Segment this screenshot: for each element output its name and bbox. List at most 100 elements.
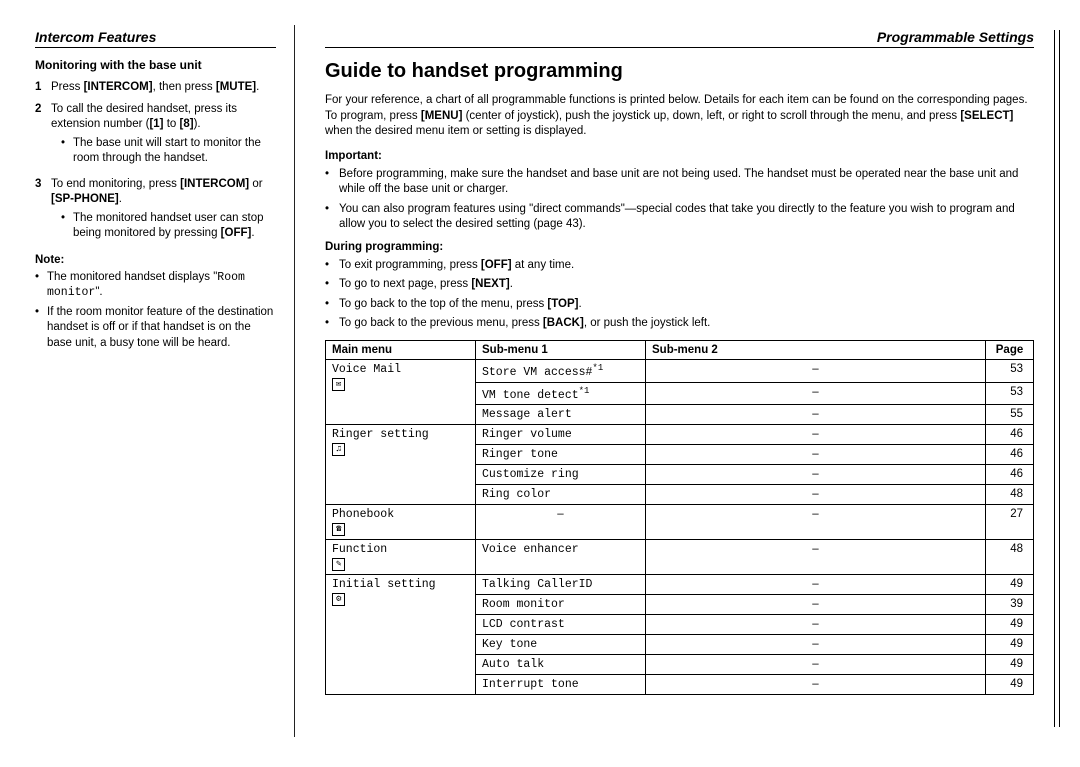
- steps-list: 1 Press [INTERCOM], then press [MUTE]. 2To…: [35, 80, 276, 246]
- cell-page: 49: [986, 675, 1034, 695]
- cell-page: 27: [986, 505, 1034, 540]
- cell-sub1: Room monitor: [476, 595, 646, 615]
- table-body: Voice Mail✉Store VM access#*1–53VM tone …: [326, 359, 1034, 695]
- cell-page: 49: [986, 575, 1034, 595]
- cell-page: 46: [986, 465, 1034, 485]
- cell-main: Ringer setting♫: [326, 425, 476, 505]
- menu-icon: ♫: [332, 443, 345, 456]
- important-item: •Before programming, make sure the hands…: [325, 167, 1034, 198]
- cell-page: 55: [986, 405, 1034, 425]
- cell-page: 49: [986, 655, 1034, 675]
- th-main: Main menu: [326, 340, 476, 359]
- intro-text: For your reference, a chart of all progr…: [325, 93, 1034, 140]
- binding-edge: [1054, 30, 1060, 727]
- table-row: Function✎Voice enhancer–48: [326, 540, 1034, 575]
- cell-sub1: Auto talk: [476, 655, 646, 675]
- cell-page: 49: [986, 615, 1034, 635]
- programming-table: Main menu Sub-menu 1 Sub-menu 2 Page Voi…: [325, 340, 1034, 696]
- important-list: •Before programming, make sure the hands…: [325, 167, 1034, 233]
- cell-sub1: Ringer tone: [476, 445, 646, 465]
- cell-page: 53: [986, 382, 1034, 405]
- menu-icon: ✎: [332, 558, 345, 571]
- cell-sub2: –: [646, 635, 986, 655]
- note-label: Note:: [35, 254, 276, 266]
- cell-page: 49: [986, 635, 1034, 655]
- cell-sub2: –: [646, 540, 986, 575]
- right-column: Programmable Settings Guide to handset p…: [295, 25, 1040, 737]
- cell-sub2: –: [646, 615, 986, 635]
- step: 3To end monitoring, press [INTERCOM] or …: [35, 177, 276, 246]
- cell-sub2: –: [646, 445, 986, 465]
- step-sub: •The monitored handset user can stop bei…: [61, 211, 276, 242]
- step-body: To call the desired handset, press its e…: [51, 102, 276, 171]
- cell-sub2: –: [646, 359, 986, 382]
- during-label: During programming:: [325, 241, 1034, 253]
- cell-sub2: –: [646, 382, 986, 405]
- cell-sub1: LCD contrast: [476, 615, 646, 635]
- table-header-row: Main menu Sub-menu 1 Sub-menu 2 Page: [326, 340, 1034, 359]
- left-column: Intercom Features Monitoring with the ba…: [35, 25, 295, 737]
- monitoring-heading: Monitoring with the base unit: [35, 58, 276, 72]
- th-page: Page: [986, 340, 1034, 359]
- menu-icon: ⚙: [332, 593, 345, 606]
- cell-sub1: Key tone: [476, 635, 646, 655]
- left-section-header: Intercom Features: [35, 29, 276, 48]
- important-label: Important:: [325, 150, 1034, 162]
- during-item: •To go back to the previous menu, press …: [325, 316, 1034, 332]
- table-row: Initial setting⚙Talking CallerID–49: [326, 575, 1034, 595]
- table-row: Voice Mail✉Store VM access#*1–53: [326, 359, 1034, 382]
- cell-sub2: –: [646, 595, 986, 615]
- cell-main: Initial setting⚙: [326, 575, 476, 695]
- table-row: Ringer setting♫Ringer volume–46: [326, 425, 1034, 445]
- important-item: •You can also program features using "di…: [325, 202, 1034, 233]
- cell-sub2: –: [646, 505, 986, 540]
- step: 1 Press [INTERCOM], then press [MUTE].: [35, 80, 276, 96]
- guide-title: Guide to handset programming: [325, 60, 1034, 83]
- menu-icon: ✉: [332, 378, 345, 391]
- step-number: 3: [35, 177, 45, 246]
- cell-sub1: Store VM access#*1: [476, 359, 646, 382]
- step-body: Press [INTERCOM], then press [MUTE].: [51, 80, 276, 96]
- th-sub2: Sub-menu 2: [646, 340, 986, 359]
- step-body: To end monitoring, press [INTERCOM] or […: [51, 177, 276, 246]
- step-sub: •The base unit will start to monitor the…: [61, 136, 276, 167]
- table-row: Phonebook☎––27: [326, 505, 1034, 540]
- cell-sub1: Customize ring: [476, 465, 646, 485]
- cell-sub1: Message alert: [476, 405, 646, 425]
- cell-sub2: –: [646, 675, 986, 695]
- cell-main: Phonebook☎: [326, 505, 476, 540]
- cell-page: 46: [986, 425, 1034, 445]
- cell-main: Function✎: [326, 540, 476, 575]
- note-item: •If the room monitor feature of the dest…: [35, 305, 276, 352]
- during-item: •To exit programming, press [OFF] at any…: [325, 258, 1034, 274]
- cell-main: Voice Mail✉: [326, 359, 476, 425]
- during-item: •To go to next page, press [NEXT].: [325, 277, 1034, 293]
- cell-sub2: –: [646, 425, 986, 445]
- during-item: •To go back to the top of the menu, pres…: [325, 297, 1034, 313]
- notes-list: •The monitored handset displays "Room mo…: [35, 270, 276, 352]
- cell-page: 39: [986, 595, 1034, 615]
- cell-sub1: –: [476, 505, 646, 540]
- cell-sub1: Interrupt tone: [476, 675, 646, 695]
- menu-icon: ☎: [332, 523, 345, 536]
- th-sub1: Sub-menu 1: [476, 340, 646, 359]
- cell-page: 46: [986, 445, 1034, 465]
- cell-sub2: –: [646, 575, 986, 595]
- step-number: 2: [35, 102, 45, 171]
- cell-sub1: Ringer volume: [476, 425, 646, 445]
- step: 2To call the desired handset, press its …: [35, 102, 276, 171]
- cell-sub2: –: [646, 485, 986, 505]
- cell-sub2: –: [646, 655, 986, 675]
- cell-sub2: –: [646, 465, 986, 485]
- during-list: •To exit programming, press [OFF] at any…: [325, 258, 1034, 332]
- cell-page: 48: [986, 540, 1034, 575]
- note-item: •The monitored handset displays "Room mo…: [35, 270, 276, 301]
- cell-sub2: –: [646, 405, 986, 425]
- step-number: 1: [35, 80, 45, 96]
- cell-sub1: Voice enhancer: [476, 540, 646, 575]
- cell-sub1: Talking CallerID: [476, 575, 646, 595]
- right-section-header: Programmable Settings: [325, 29, 1034, 48]
- cell-page: 48: [986, 485, 1034, 505]
- cell-page: 53: [986, 359, 1034, 382]
- cell-sub1: VM tone detect*1: [476, 382, 646, 405]
